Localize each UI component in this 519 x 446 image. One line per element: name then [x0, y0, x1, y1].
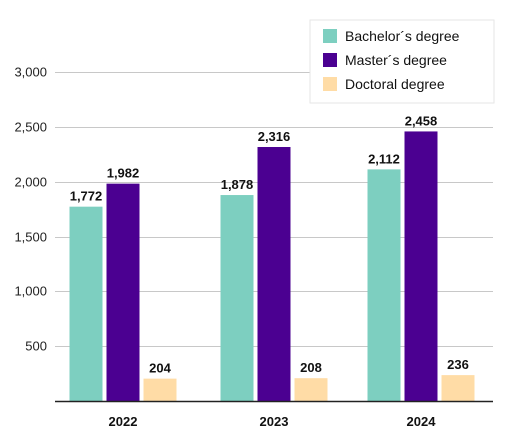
y-tick-label: 3,000 — [14, 65, 47, 80]
bar-master-2022 — [106, 183, 140, 401]
value-labels: 1,772 1,982 204 1,878 2,316 208 2,112 2,458 236 — [70, 113, 469, 375]
data-label: 208 — [300, 360, 322, 375]
data-label: 2,112 — [368, 151, 400, 166]
y-tick-label: 1,500 — [14, 230, 47, 245]
y-tick-label: 500 — [25, 339, 47, 354]
x-tick-label: 2023 — [260, 414, 289, 429]
legend: Bachelor´s degree Master´s degree Doctor… — [309, 19, 495, 104]
legend-swatch-master — [323, 53, 337, 67]
bar-doctoral-2023 — [294, 378, 328, 401]
legend-swatch-doctoral — [323, 77, 337, 91]
y-axis-ticks: 500 1,000 1,500 2,000 2,500 3,000 — [14, 65, 47, 354]
data-label: 2,458 — [405, 113, 438, 128]
y-tick-label: 1,000 — [14, 284, 47, 299]
legend-box — [309, 19, 495, 104]
x-tick-label: 2024 — [407, 414, 437, 429]
x-tick-label: 2022 — [109, 414, 138, 429]
bar-bachelor-2024 — [367, 169, 401, 401]
data-label: 204 — [149, 361, 171, 376]
data-label: 236 — [447, 357, 469, 372]
bar-master-2024 — [404, 131, 438, 401]
data-label: 1,878 — [221, 177, 254, 192]
bar-master-2023 — [257, 147, 291, 401]
y-tick-label: 2,500 — [14, 120, 47, 135]
bars — [69, 131, 475, 401]
legend-label-master: Master´s degree — [345, 52, 447, 68]
data-label: 1,772 — [70, 189, 103, 204]
bar-bachelor-2023 — [220, 195, 254, 401]
x-axis: 2022 2023 2024 — [55, 400, 493, 429]
data-label: 2,316 — [258, 129, 291, 144]
legend-swatch-bachelor — [323, 29, 337, 43]
legend-label-doctoral: Doctoral degree — [345, 76, 445, 92]
bar-bachelor-2022 — [69, 206, 103, 401]
data-label: 1,982 — [107, 166, 140, 181]
legend-label-bachelor: Bachelor´s degree — [345, 28, 460, 44]
bar-doctoral-2024 — [441, 375, 475, 401]
y-tick-label: 2,000 — [14, 175, 47, 190]
bar-doctoral-2022 — [143, 378, 177, 401]
